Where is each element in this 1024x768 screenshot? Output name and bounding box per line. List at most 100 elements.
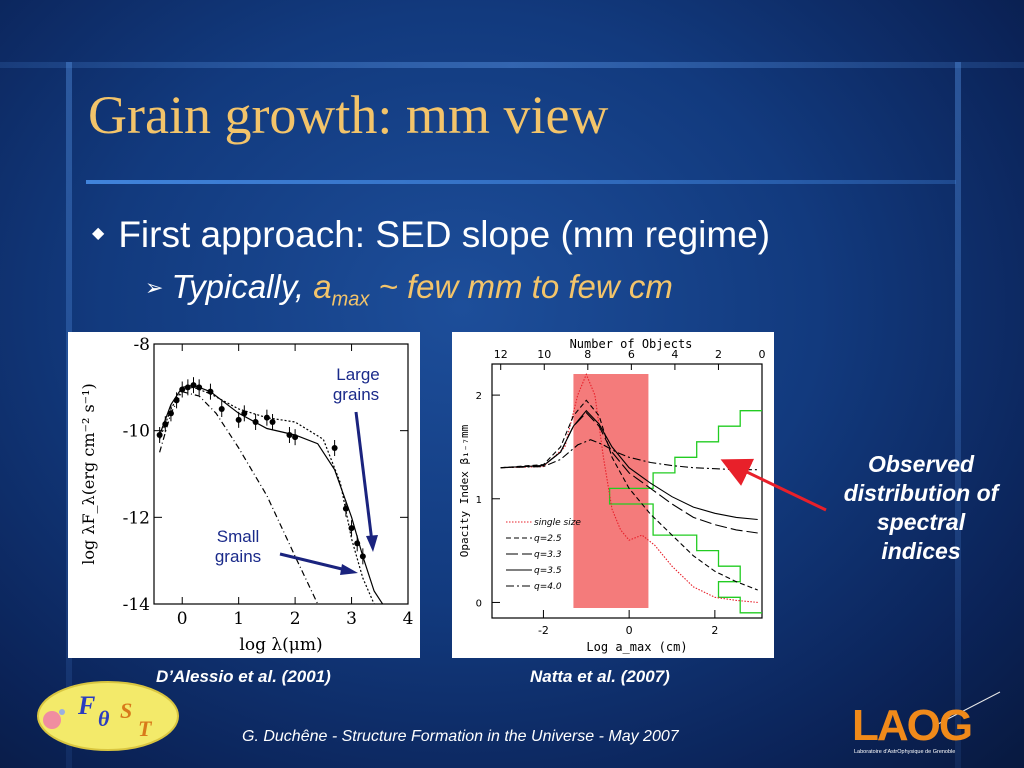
sed-data-point (156, 432, 163, 438)
sed-data-point (241, 410, 248, 417)
sed-data-point (207, 388, 214, 395)
bullet-level-1: ◆ First approach: SED slope (mm regime) (92, 214, 770, 256)
opacity-top-tick-label: 2 (715, 348, 722, 361)
opacity-top-tick-label: 12 (494, 348, 508, 361)
opacity-plot-frame (491, 363, 763, 619)
sed-data-point (190, 382, 197, 389)
opacity-series-line-1 (500, 399, 758, 591)
opacity-legend-label: q=4.0 (534, 582, 562, 592)
opacity-y-tick-label: 1 (476, 495, 482, 506)
opacity-top-tick-label: 4 (671, 348, 678, 361)
sed-x-axis-label: log λ(μm) (239, 635, 322, 655)
sed-y-tick-label: -14 (123, 595, 150, 615)
sed-series-line-2 (159, 391, 319, 605)
sed-y-tick-label: -12 (123, 508, 150, 528)
opacity-legend-label: q=3.5 (534, 566, 562, 576)
laog-logo: LAOG Laboratoire d'AstrOphysique de Gren… (852, 691, 1001, 755)
fost-letter-t: T (138, 716, 153, 741)
opacity-y-tick-label: 2 (476, 391, 482, 402)
opacity-top-tick-label: 0 (759, 348, 766, 361)
sed-data-point (286, 432, 293, 438)
title-underline (86, 180, 956, 184)
sed-data-point (162, 421, 169, 428)
sed-data-point (354, 540, 361, 547)
sed-data-point (179, 386, 186, 393)
opacity-x-axis-label: Log a_max (cm) (586, 640, 687, 654)
laog-logo-subtext: Laboratoire d'AstrOphysique de Grenoble (854, 749, 955, 755)
sed-series-line-0 (159, 384, 384, 605)
opacity-top-axis-label: Number of Objects (570, 337, 693, 351)
frame-band-right (955, 62, 961, 768)
opacity-x-tick-label: -2 (538, 624, 549, 637)
large-grains-label-line2: grains (333, 385, 379, 404)
bullet-level-2-suffix: ~ few mm to few cm (369, 268, 673, 305)
opacity-x-tick-label: 2 (711, 624, 718, 637)
sed-data-point (252, 419, 259, 425)
laog-logo-text: LAOG (852, 701, 971, 750)
sed-x-tick-label: 2 (290, 609, 301, 629)
small-grains-arrowhead (340, 564, 358, 575)
sed-data-point (196, 384, 203, 391)
sed-y-tick-label: -8 (133, 335, 150, 355)
sed-data-point (173, 397, 180, 404)
bullet-level-2-sub: max (331, 288, 370, 311)
bullet-level-2-prefix: Typically, (171, 268, 305, 305)
large-grains-label-line1: Large (336, 365, 379, 384)
sed-x-tick-label: 0 (177, 609, 188, 629)
sed-plot-area: 0 1 2 3 4 -8 -10 -12 -14 log λ(μm) log λF_λ(erg cm… (79, 335, 413, 655)
spectral-index-histogram (608, 410, 762, 614)
opacity-top-tick-label: 8 (584, 348, 591, 361)
opacity-legend-label: q=2.5 (534, 534, 562, 544)
sed-data-point (167, 410, 174, 417)
sed-x-tick-label: 4 (403, 609, 414, 629)
sed-data-point (348, 525, 355, 532)
sed-data-point (331, 445, 338, 451)
opacity-y-tick-label: 0 (476, 598, 482, 609)
sed-data-point (342, 505, 349, 512)
observed-distribution-label: Observed distribution of spectral indice… (843, 451, 999, 564)
large-grains-arrowhead (366, 535, 378, 552)
opacity-chart-panel: -2 0 2 0 1 2 12 10 8 6 4 2 0 Number of Objects Log a_m… (452, 332, 774, 658)
sed-data-point (218, 406, 225, 412)
opacity-top-tick-label: 6 (628, 348, 635, 361)
sed-x-tick-label: 1 (233, 609, 244, 629)
laog-logo-streak (937, 691, 1001, 725)
sed-y-axis-label: log λF_λ(erg cm⁻² s⁻¹) (79, 383, 98, 565)
footer-text: G. Duchêne - Structure Formation in the … (242, 728, 679, 745)
sed-x-tick-label: 3 (346, 609, 357, 629)
caption-natta: Natta et al. (2007) (530, 667, 670, 686)
observed-pointer-arrow (720, 458, 827, 512)
sed-data-point (184, 384, 191, 391)
fost-letter-f: F (77, 691, 95, 720)
fost-logo-dot (43, 711, 61, 729)
amax-highlight-band (573, 374, 649, 608)
sed-chart: 0 1 2 3 4 -8 -10 -12 -14 log λ(μm) log λF_λ(erg cm… (79, 335, 413, 655)
large-grains-arrow (354, 411, 374, 543)
sed-plot-frame (153, 343, 409, 605)
fost-logo-small-dot (59, 709, 65, 715)
sed-data-point (263, 414, 270, 421)
opacity-top-tick-label: 10 (537, 348, 551, 361)
fost-logo: F θ S T (37, 681, 179, 751)
small-grains-label-line1: Small (217, 527, 260, 546)
sed-y-tick-label: -10 (123, 422, 150, 442)
opacity-series-line-3 (500, 409, 758, 521)
small-grains-arrow (279, 552, 347, 572)
caption-dalessio: D’Alessio et al. (2001) (156, 667, 331, 686)
slide-title: Grain growth: mm view (88, 85, 609, 145)
sed-data-point (359, 553, 366, 560)
diamond-bullet-icon: ◆ (92, 225, 105, 243)
opacity-legend-label: q=3.3 (534, 550, 562, 560)
small-grains-label-line2: grains (215, 547, 261, 566)
sed-chart-panel: 0 1 2 3 4 -8 -10 -12 -14 log λ(μm) log λF_λ(erg cm… (68, 332, 420, 658)
fost-logo-ellipse (37, 681, 179, 751)
bullet-level-2: ➢ Typically, amax ~ few mm to few cm (145, 268, 673, 312)
opacity-y-axis-label: Opacity Index β₁₋₇mm (458, 424, 471, 557)
sed-data-point (269, 419, 276, 425)
bullet-level-2-a: a (313, 268, 332, 305)
sed-data-point (235, 416, 242, 423)
bullet-level-1-text: First approach: SED slope (mm regime) (118, 214, 771, 255)
